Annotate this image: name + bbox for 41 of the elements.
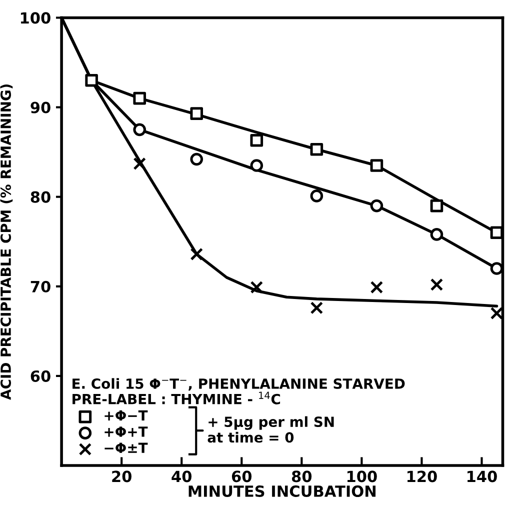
point	[310, 190, 324, 202]
x-tick-label: 120	[407, 470, 437, 482]
point	[85, 74, 98, 87]
point	[490, 226, 503, 240]
point	[430, 228, 444, 241]
y-tick-label: 100	[20, 12, 50, 24]
point	[430, 278, 444, 292]
y-tick-label: 60	[30, 370, 50, 382]
point	[310, 301, 324, 314]
point	[490, 306, 503, 320]
annotation: + 5µg per ml SN at time = 0	[208, 416, 334, 443]
point	[370, 280, 384, 294]
point	[133, 157, 146, 170]
y-axis-title: ACID PRECIPITABLE CPM (% REMAINING)	[0, 84, 13, 400]
point	[430, 199, 444, 212]
point	[133, 92, 146, 105]
point	[370, 159, 384, 172]
x-tick-label: 80	[292, 470, 312, 482]
point	[250, 159, 264, 172]
point	[190, 152, 204, 166]
y-tick-label: 90	[30, 102, 50, 114]
point	[190, 248, 204, 261]
legend-title: E. Coli 15 Φ$^{−}$T$^{−}$, PHENYLALANINE STARVED PRE-LABEL : THYMINE - $^{14}$C	[72, 378, 405, 404]
y-tick-label: 70	[30, 280, 50, 292]
legend-label: +Φ−T	[104, 410, 148, 420]
x-tick-label: 40	[172, 470, 192, 482]
x-tick-label: 60	[232, 470, 252, 482]
legend-label: −Φ±T	[104, 442, 148, 453]
point	[133, 123, 146, 136]
x-axis-title: MINUTES INCUBATION	[188, 485, 376, 497]
point	[370, 199, 384, 212]
y-tick-label: 80	[30, 191, 50, 203]
point	[250, 134, 264, 147]
x-tick-label: 140	[468, 470, 497, 482]
point	[310, 142, 324, 156]
point	[490, 262, 503, 275]
point	[190, 107, 204, 120]
legend-label: +Φ+T	[104, 426, 148, 437]
x-tick-label: 20	[112, 470, 132, 482]
x-tick-label: 100	[347, 470, 377, 482]
point	[250, 280, 264, 294]
